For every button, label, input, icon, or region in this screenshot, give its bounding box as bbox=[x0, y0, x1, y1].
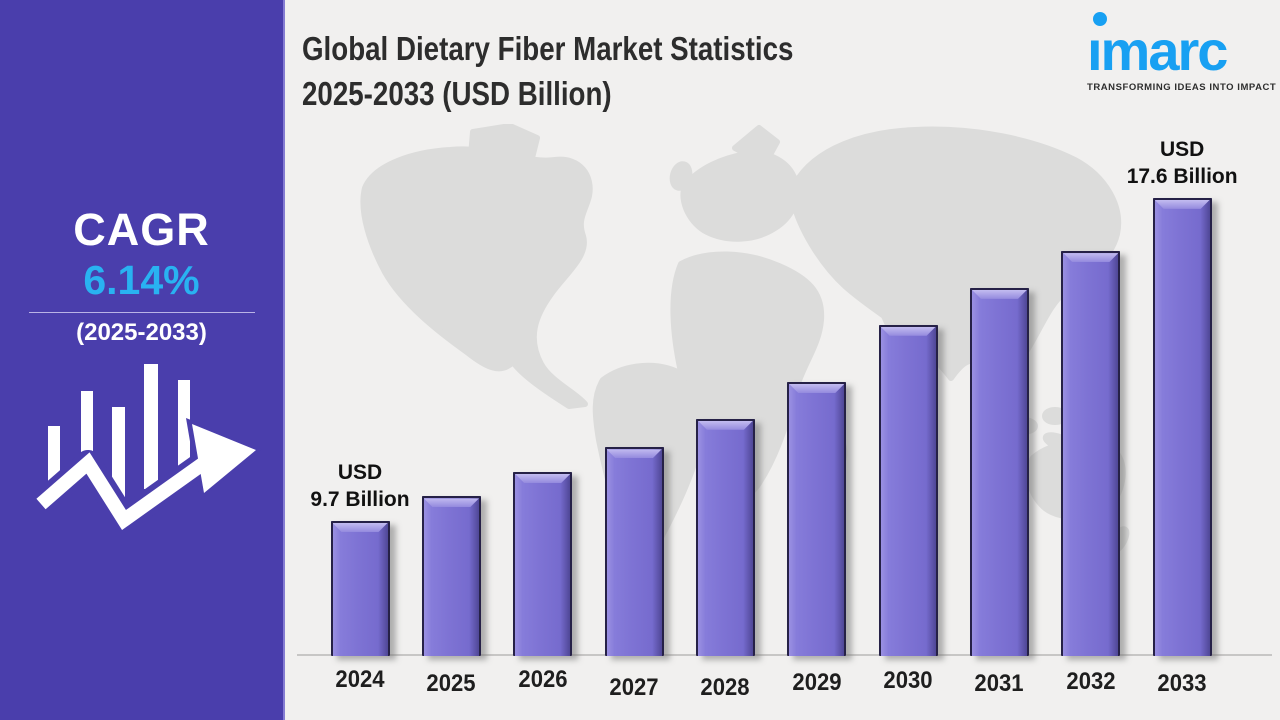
cagr-value: 6.14% bbox=[83, 257, 200, 303]
x-axis-label-2029: 2029 bbox=[792, 669, 842, 696]
cagr-divider bbox=[28, 312, 255, 313]
cagr-period: (2025-2033) bbox=[76, 319, 207, 346]
x-axis-label-2030: 2030 bbox=[883, 667, 933, 694]
x-axis-label-2033: 2033 bbox=[1157, 670, 1207, 697]
x-axis-label-2032: 2032 bbox=[1066, 668, 1116, 695]
bar-2027 bbox=[604, 447, 664, 656]
x-axis-label-2025: 2025 bbox=[426, 670, 476, 697]
logo-wordmark: ımarc bbox=[1087, 19, 1228, 82]
cagr-block: CAGR 6.14% (2025-2033) bbox=[0, 206, 283, 346]
x-axis-label-2024: 2024 bbox=[335, 666, 385, 693]
x-axis-label-2028: 2028 bbox=[700, 674, 750, 701]
bar-2033 bbox=[1152, 197, 1212, 656]
bar-2032 bbox=[1061, 251, 1121, 656]
sidebar: CAGR 6.14% (2025-2033) bbox=[0, 0, 285, 720]
page-title-line2: 2025-2033 (USD Billion) bbox=[302, 75, 612, 112]
bar-2029 bbox=[787, 381, 847, 656]
x-axis-label-2026: 2026 bbox=[518, 666, 568, 693]
bar-value-label-2024: USD 9.7 Billion bbox=[310, 461, 410, 512]
x-axis-label-2031: 2031 bbox=[974, 670, 1024, 697]
bar-2024 bbox=[330, 521, 390, 656]
x-axis-label-2027: 2027 bbox=[609, 674, 659, 701]
logo-tagline: TRANSFORMING IDEAS INTO IMPACT bbox=[1087, 82, 1277, 93]
bar-2030 bbox=[878, 324, 938, 656]
bar-2025 bbox=[421, 496, 481, 656]
bar-2026 bbox=[513, 471, 573, 656]
bar-chart-trend-arrow-icon bbox=[32, 360, 266, 535]
imarc-logo: ımarc TRANSFORMING IDEAS INTO IMPACT bbox=[1087, 0, 1277, 93]
main-content: Global Dietary Fiber Market Statistics 2… bbox=[285, 0, 1280, 720]
logo-dot-icon bbox=[1093, 12, 1107, 26]
cagr-label: CAGR bbox=[73, 204, 210, 255]
bar-2028 bbox=[695, 418, 755, 656]
bar-value-label-2033: USD 17.6 Billion bbox=[1126, 137, 1238, 188]
page-title-line1: Global Dietary Fiber Market Statistics bbox=[302, 30, 794, 67]
bar-2031 bbox=[969, 287, 1029, 656]
world-map-background bbox=[355, 123, 1130, 574]
x-axis-line bbox=[297, 654, 1272, 656]
bar-chart: 2024 2025 2026 2027 2028 2029 2030 2031 2032 2033… bbox=[285, 0, 1280, 720]
page-title: Global Dietary Fiber Market Statistics 2… bbox=[302, 26, 793, 116]
